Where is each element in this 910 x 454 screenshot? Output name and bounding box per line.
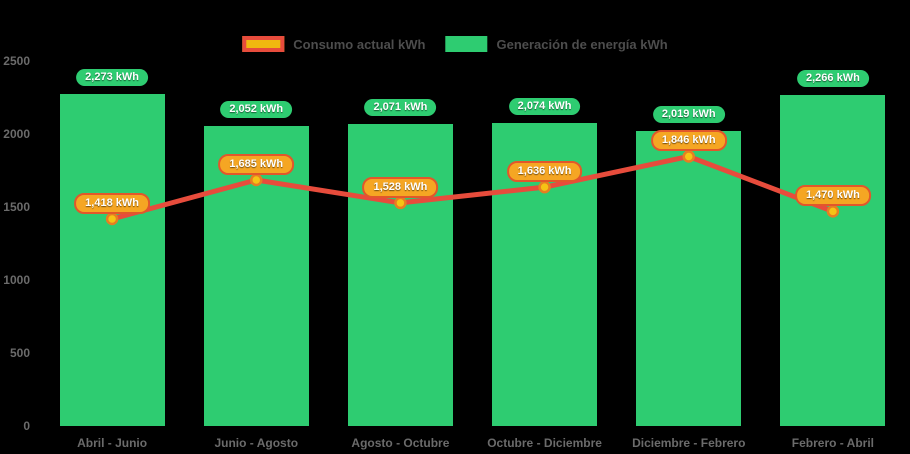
line-point[interactable] xyxy=(250,173,263,187)
x-axis-category-label: Octubre - Diciembre xyxy=(487,436,602,450)
line-value-label: 1,685 kWh xyxy=(218,153,295,175)
x-axis-category-label: Diciembre - Febrero xyxy=(632,436,746,450)
line-point[interactable] xyxy=(538,180,551,194)
legend-swatch-consumo xyxy=(242,36,285,52)
x-axis-category-label: Febrero - Abril xyxy=(791,436,875,450)
bar-value-label: 2,074 kWh xyxy=(508,98,581,116)
chart-legend: Consumo actual kWh Generación de energía… xyxy=(242,36,668,52)
generation-bar[interactable] xyxy=(780,95,886,426)
line-point[interactable] xyxy=(394,196,407,210)
legend-item-consumo[interactable]: Consumo actual kWh xyxy=(242,36,425,52)
bar-value-label: 2,052 kWh xyxy=(220,101,293,119)
line-value-label: 1,846 kWh xyxy=(650,130,727,152)
consumption-line xyxy=(109,153,836,222)
legend-item-generacion[interactable]: Generación de energía kWh xyxy=(445,36,668,52)
x-axis-category-label: Junio - Agosto xyxy=(214,436,299,450)
line-point[interactable] xyxy=(826,205,840,218)
bar-value-label: 2,266 kWh xyxy=(797,70,869,88)
generation-bar[interactable] xyxy=(636,131,742,426)
line-value-label: 1,418 kWh xyxy=(74,192,150,214)
line-value-label: 1,636 kWh xyxy=(506,161,583,183)
bar-value-label: 2,071 kWh xyxy=(364,98,437,116)
line-value-label: 1,470 kWh xyxy=(795,185,871,207)
line-point[interactable] xyxy=(682,150,695,163)
x-axis-category-label: Agosto - Octubre xyxy=(351,436,450,450)
line-point[interactable] xyxy=(105,212,119,226)
x-axis-category-label: Abril - Junio xyxy=(77,436,148,450)
bar-value-label: 2,273 kWh xyxy=(76,69,148,87)
generation-bar[interactable] xyxy=(59,94,165,426)
legend-label-generacion: Generación de energía kWh xyxy=(496,36,668,52)
y-axis-tick-label: 1500 xyxy=(3,200,30,214)
y-axis-tick-label: 1000 xyxy=(3,273,30,287)
legend-swatch-generacion xyxy=(445,36,488,52)
bar-value-label: 2,019 kWh xyxy=(652,106,725,124)
line-value-label: 1,528 kWh xyxy=(362,176,439,198)
y-axis-tick-label: 0 xyxy=(23,419,30,433)
y-axis-tick-label: 2500 xyxy=(3,54,30,68)
legend-label-consumo: Consumo actual kWh xyxy=(293,36,426,52)
y-axis-tick-label: 2000 xyxy=(3,127,30,141)
y-axis-tick-label: 500 xyxy=(9,346,30,360)
generation-bar[interactable] xyxy=(347,123,453,426)
